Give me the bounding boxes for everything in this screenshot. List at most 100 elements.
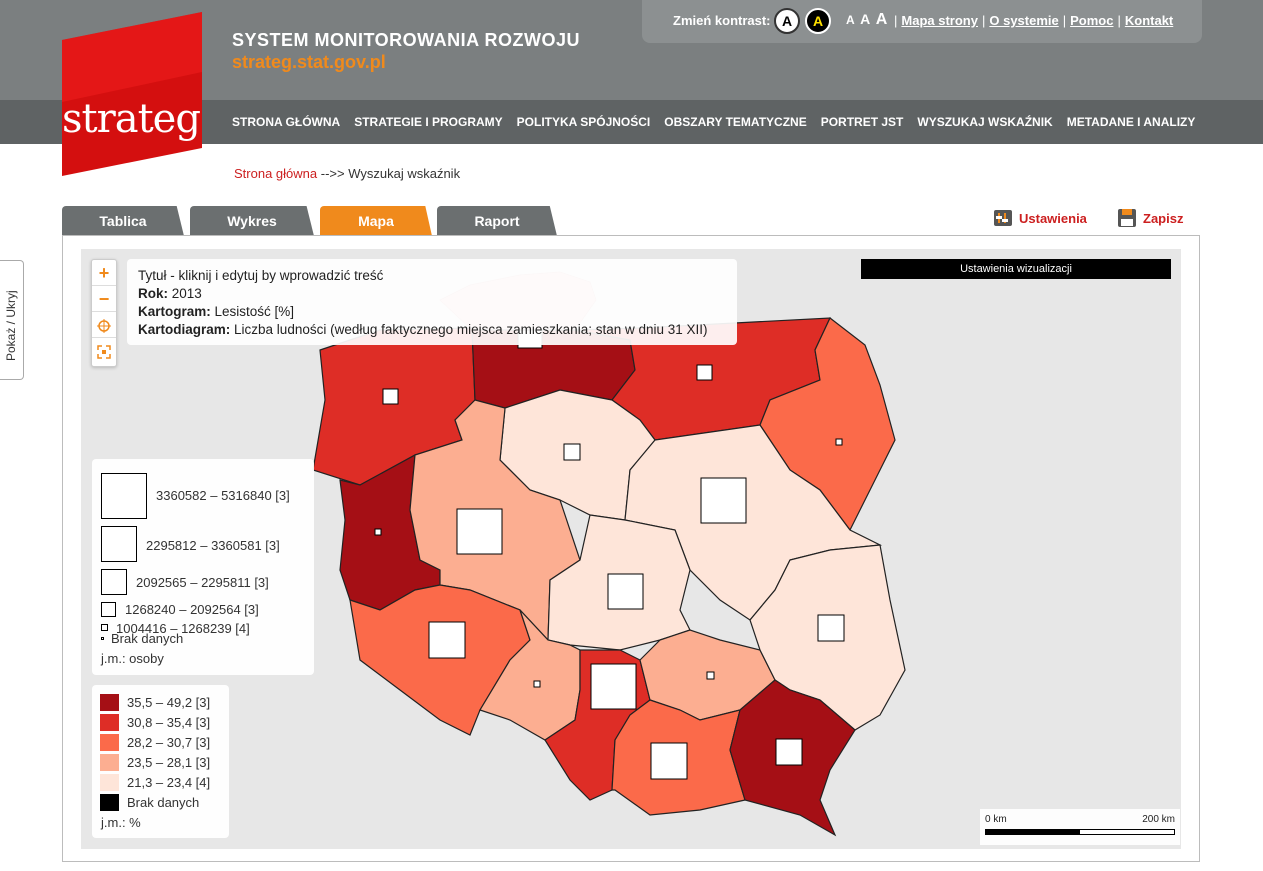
save-label: Zapisz [1143, 210, 1184, 226]
legend-class-no-data: Brak danych [100, 793, 199, 811]
breadcrumb: Strona główna -->> Wyszukaj wskaźnik [234, 166, 460, 181]
legend-class-5-label: 21,3 – 23,4 [4] [127, 774, 211, 790]
legend-population-item-2: 2295812 – 3360581 [3] [146, 538, 280, 553]
link-help[interactable]: Pomoc [1070, 13, 1114, 28]
site-url[interactable]: strateg.stat.gov.pl [232, 52, 386, 72]
legend-square-3 [101, 569, 127, 595]
legend-square-5 [101, 624, 108, 631]
contrast-normal-button[interactable]: A [774, 8, 800, 34]
legend-swatch-4 [100, 753, 119, 771]
contrast-label: Zmień kontrast: [673, 13, 771, 28]
legend-class-2-label: 30,8 – 35,4 [3] [127, 714, 211, 730]
zoom-out-button[interactable]: − [92, 286, 116, 312]
tab-raport[interactable]: Raport [437, 206, 557, 236]
breadcrumb-separator: -->> [320, 166, 345, 181]
font-size-large-button[interactable]: A [875, 11, 888, 28]
font-size-small-button[interactable]: A [846, 13, 855, 27]
accessibility-bar: Zmień kontrast: A A A A A | Mapa strony | O… [642, 0, 1202, 43]
tab-wykres[interactable]: Wykres [190, 206, 314, 236]
nav-item-portret-jst[interactable]: PORTRET JST [820, 115, 904, 129]
nav-item-metadata[interactable]: METADANE I ANALIZY [1066, 115, 1196, 129]
map-title-box[interactable]: Tytuł - kliknij i edytuj by wprowadzić t… [127, 259, 737, 345]
nav-item-search-indicator[interactable]: WYSZUKAJ WSKAŹNIK [917, 115, 1053, 129]
visualization-settings-button[interactable]: Ustawienia wizualizacji [861, 259, 1171, 279]
scale-left-label: 0 km [985, 814, 1007, 825]
top-links: | Mapa strony | O systemie | Pomoc | Kontakt [894, 13, 1174, 28]
logo-mark[interactable] [62, 12, 202, 176]
tab-tablica[interactable]: Tablica [62, 206, 184, 236]
legend-swatch-2 [100, 713, 119, 731]
forest-cover-legend: 35,5 – 49,2 [3] 30,8 – 35,4 [3] 28,2 – 3… [92, 685, 229, 838]
nav-item-cohesion-policy[interactable]: POLITYKA SPÓJNOŚCI [516, 115, 651, 129]
legend-population-unit: j.m.: osoby [101, 651, 164, 666]
show-hide-side-tab[interactable]: Pokaż / Ukryj [0, 260, 24, 380]
nav-item-strategies[interactable]: STRATEGIE I PROGRAMY [354, 115, 503, 129]
cartogram-value: Lesistość [%] [214, 304, 295, 319]
legend-class-4: 23,5 – 28,1 [3] [100, 753, 210, 771]
population-marker-wielkopolskie [456, 508, 503, 555]
legend-population-item-5: 1004416 – 1268239 [4] [116, 621, 250, 636]
legend-square-4 [101, 602, 116, 617]
population-marker-zachodniopomorskie [382, 388, 399, 405]
zoom-in-button[interactable]: + [92, 260, 116, 286]
population-marker-opolskie [533, 680, 541, 688]
year-label: Rok: [138, 286, 168, 301]
population-marker-lubuskie [374, 528, 382, 536]
floppy-disk-icon [1118, 209, 1136, 227]
cartodiagram-label: Kartodiagram: [138, 322, 231, 337]
legend-no-data-label: Brak danych [127, 794, 200, 810]
legend-forest-unit: j.m.: % [101, 814, 141, 830]
cartodiagram-value: Liczba ludności (według faktycznego miej… [234, 322, 708, 337]
scale-bar: 0 km 200 km [980, 809, 1180, 845]
poland-choropleth-map[interactable] [81, 249, 1181, 849]
legend-square-1 [101, 473, 147, 519]
legend-class-2: 30,8 – 35,4 [3] [100, 713, 210, 731]
locate-button[interactable] [92, 312, 116, 338]
breadcrumb-home[interactable]: Strona główna [234, 166, 318, 181]
population-marker-malopolskie [650, 742, 688, 780]
population-marker-swietokrzyskie [706, 671, 715, 680]
nav-item-thematic-areas[interactable]: OBSZARY TEMATYCZNE [664, 115, 807, 129]
link-site-map[interactable]: Mapa strony [901, 13, 978, 28]
tab-mapa[interactable]: Mapa [320, 206, 432, 236]
population-marker-podlaskie [835, 438, 843, 446]
legend-class-1: 35,5 – 49,2 [3] [100, 693, 210, 711]
population-marker-kujawsko-pomorskie [563, 443, 581, 461]
settings-button[interactable]: Ustawienia [993, 208, 1087, 228]
legend-square-2 [101, 526, 137, 562]
save-button[interactable]: Zapisz [1117, 208, 1183, 228]
scale-bar-segment [986, 830, 1080, 834]
cartogram-label: Kartogram: [138, 304, 211, 319]
legend-class-3-label: 28,2 – 30,7 [3] [127, 734, 211, 750]
show-hide-label: Pokaż / Ukryj [4, 290, 18, 361]
logo-text[interactable]: strateg [62, 96, 201, 142]
scale-bar-track [985, 829, 1175, 835]
nav-item-home[interactable]: STRONA GŁÓWNA [232, 115, 341, 129]
legend-class-4-label: 23,5 – 28,1 [3] [127, 754, 211, 770]
contrast-high-button[interactable]: A [805, 8, 831, 34]
legend-class-3: 28,2 – 30,7 [3] [100, 733, 210, 751]
nav-bar [0, 100, 1263, 144]
population-marker-dolnoslaskie [428, 621, 466, 659]
legend-swatch-no-data [100, 793, 119, 811]
legend-square-no-data [101, 637, 104, 640]
map-zoom-controls: + − [91, 259, 117, 367]
font-size-medium-button[interactable]: A [860, 11, 871, 27]
legend-class-5: 21,3 – 23,4 [4] [100, 773, 210, 791]
legend-population-no-data: Brak danych [111, 631, 184, 646]
fit-extent-button[interactable] [92, 338, 116, 364]
expand-icon [97, 345, 111, 359]
legend-swatch-1 [100, 693, 119, 711]
population-marker-lodzkie [607, 573, 644, 610]
population-marker-mazowieckie [700, 477, 747, 524]
site-title: SYSTEM MONITOROWANIA ROZWOJU [232, 30, 581, 50]
legend-population-item-4: 1268240 – 2092564 [3] [125, 602, 259, 617]
year-value: 2013 [171, 286, 202, 301]
link-about[interactable]: O systemie [989, 13, 1059, 28]
population-marker-podkarpackie [775, 738, 803, 766]
map-title[interactable]: Tytuł - kliknij i edytuj by wprowadzić t… [138, 268, 384, 283]
link-contact[interactable]: Kontakt [1124, 13, 1174, 28]
population-marker-slaskie [590, 663, 637, 710]
settings-label: Ustawienia [1019, 210, 1087, 226]
crosshair-icon [97, 319, 111, 334]
